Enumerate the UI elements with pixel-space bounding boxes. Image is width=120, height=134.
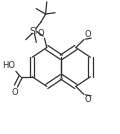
Text: Si: Si (30, 27, 38, 36)
Text: O: O (85, 95, 91, 104)
Text: O: O (85, 30, 91, 39)
Text: O: O (12, 88, 19, 97)
Text: O: O (37, 29, 44, 38)
Text: HO: HO (2, 61, 15, 70)
